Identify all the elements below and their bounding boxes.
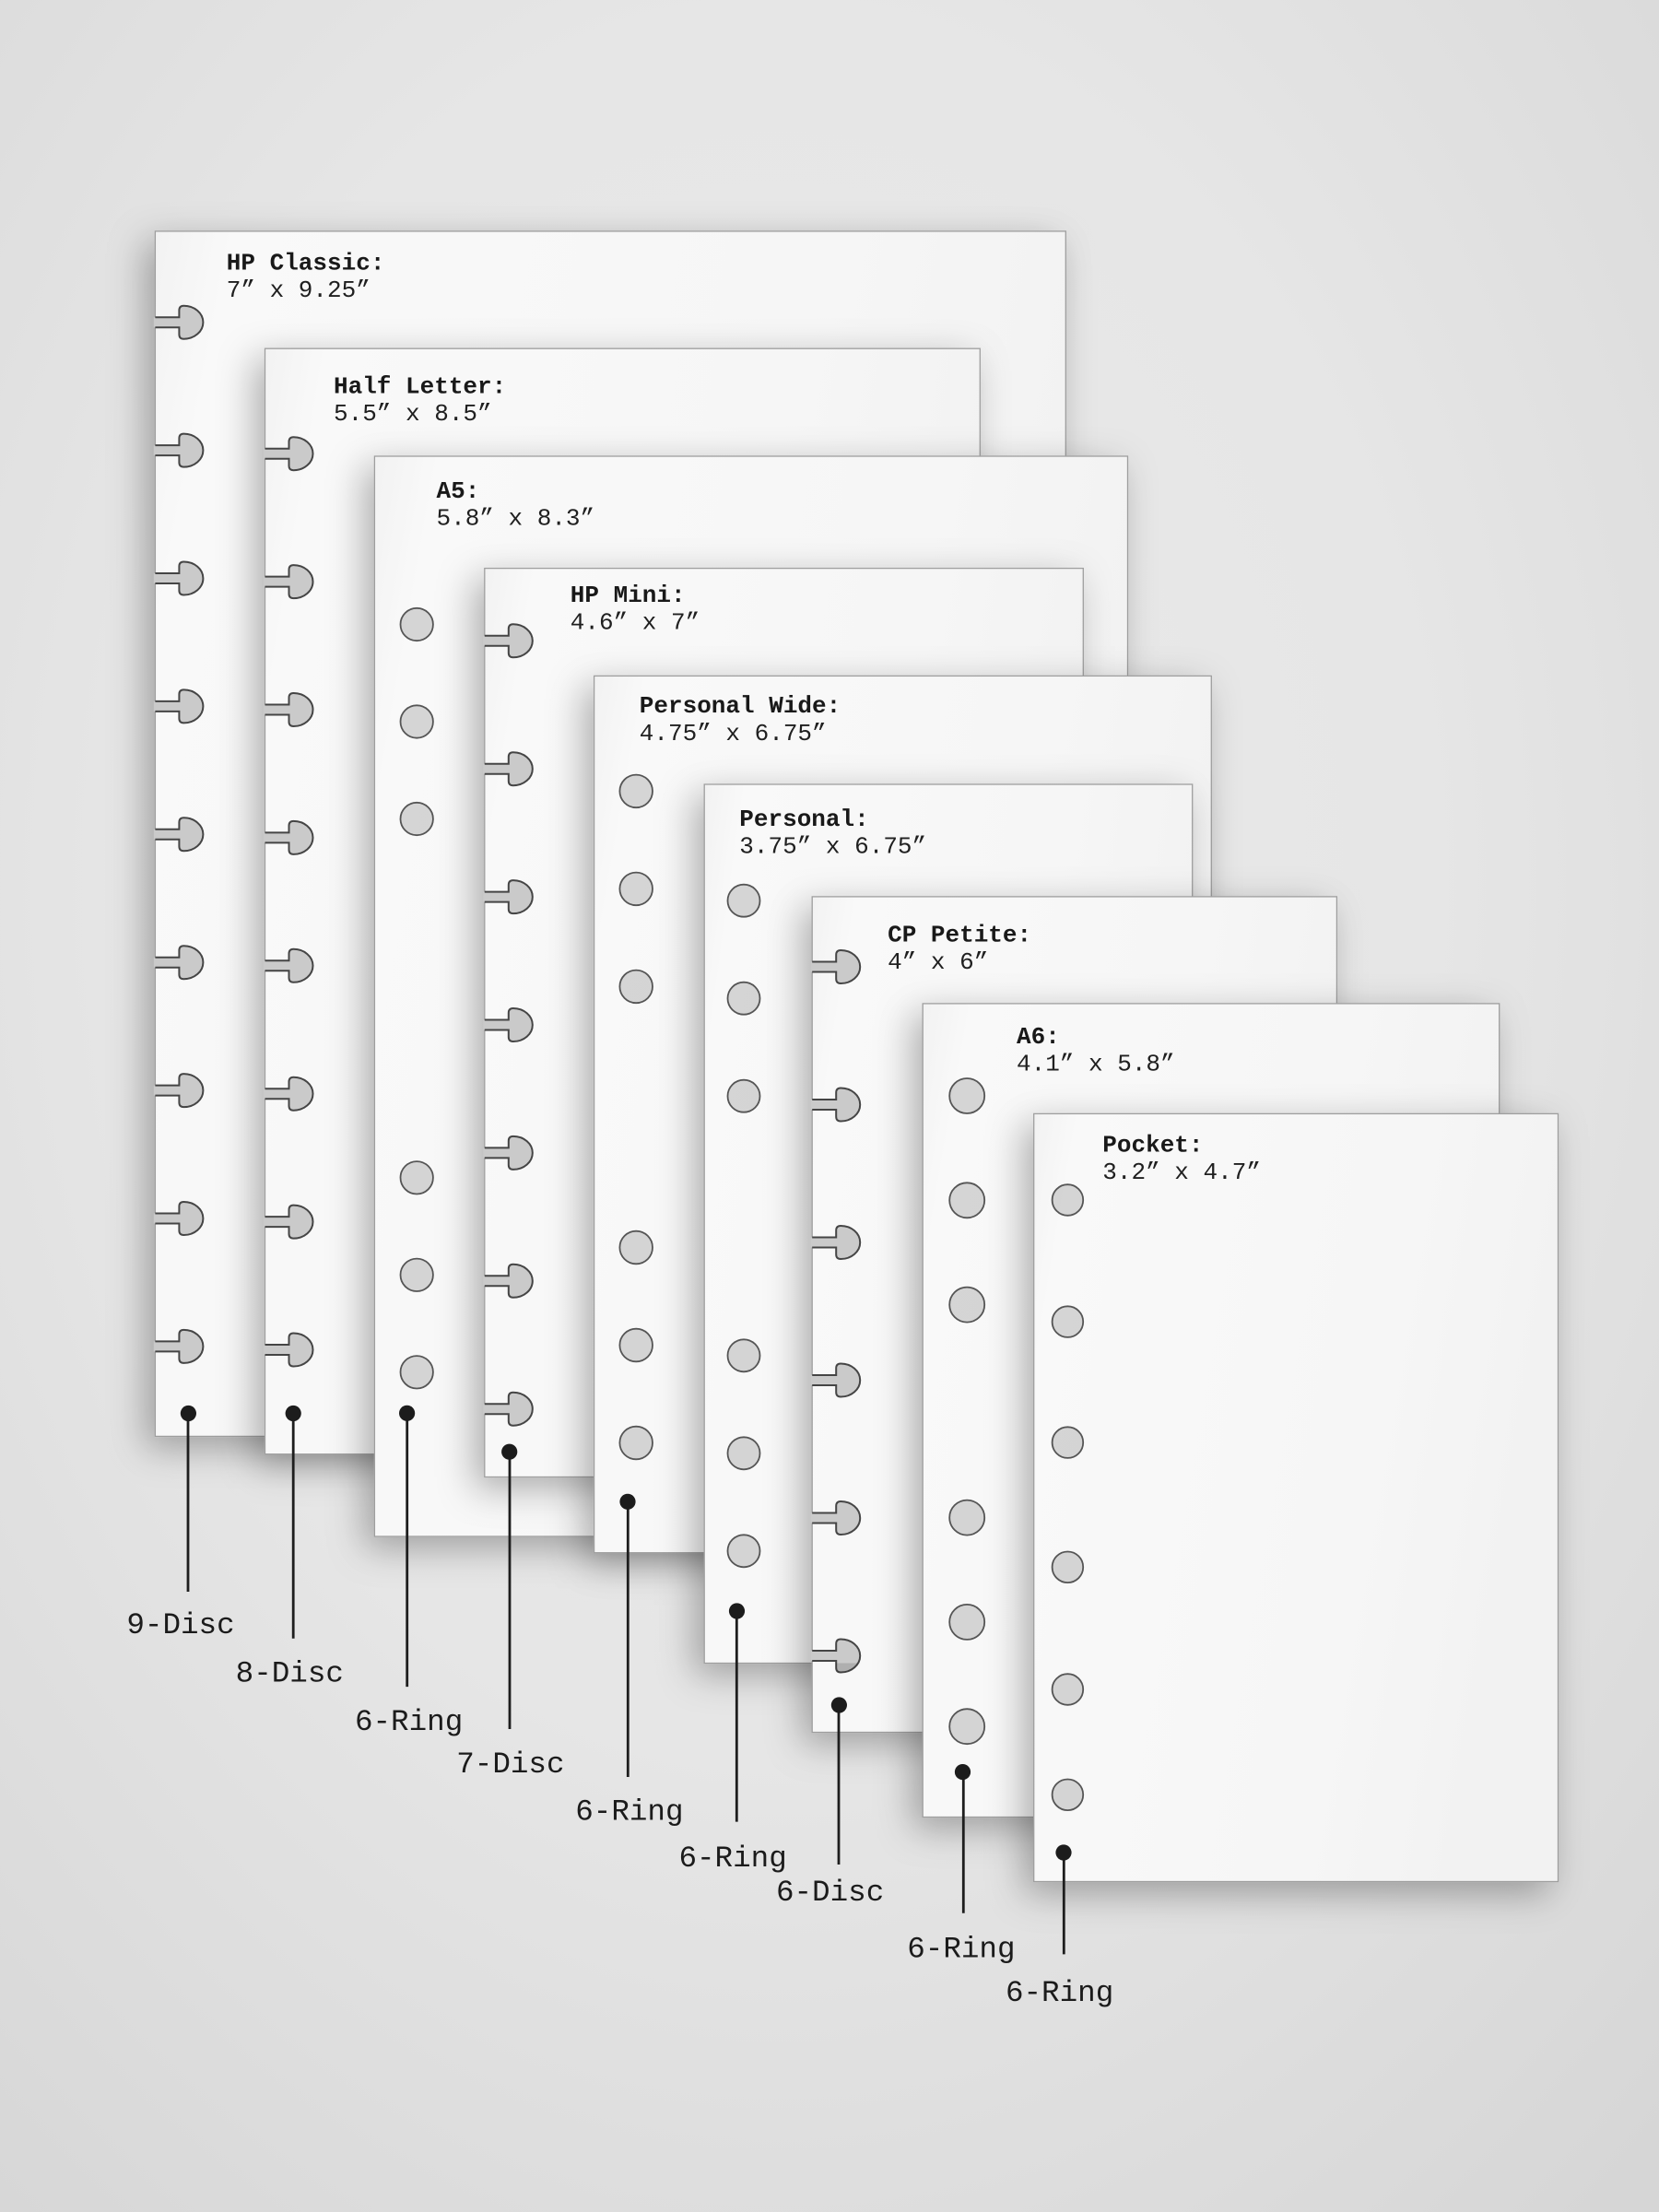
svg-text:6-Ring: 6-Ring	[907, 1933, 1015, 1967]
svg-text:A6:: A6:	[1017, 1023, 1060, 1051]
svg-text:Personal:: Personal:	[739, 806, 868, 833]
svg-text:7” x 9.25”: 7” x 9.25”	[227, 276, 371, 304]
svg-text:8-Disc: 8-Disc	[236, 1657, 344, 1691]
svg-text:3.75” x 6.75”: 3.75” x 6.75”	[739, 833, 926, 861]
svg-text:HP Classic:: HP Classic:	[227, 249, 385, 276]
svg-text:A5:: A5:	[437, 477, 480, 505]
svg-text:Pocket:: Pocket:	[1102, 1131, 1203, 1159]
svg-text:4.6” x 7”: 4.6” x 7”	[571, 609, 700, 637]
svg-text:Half Letter:: Half Letter:	[334, 373, 506, 401]
svg-text:6-Ring: 6-Ring	[355, 1705, 463, 1739]
svg-text:3.2” x 4.7”: 3.2” x 4.7”	[1102, 1159, 1261, 1186]
svg-text:5.5” x 8.5”: 5.5” x 8.5”	[334, 400, 492, 428]
svg-text:5.8” x 8.3”: 5.8” x 8.3”	[437, 505, 595, 533]
svg-text:4” x 6”: 4” x 6”	[888, 948, 988, 976]
svg-text:7-Disc: 7-Disc	[456, 1747, 564, 1782]
svg-text:CP Petite:: CP Petite:	[888, 922, 1031, 949]
svg-text:6-Disc: 6-Disc	[776, 1876, 884, 1910]
svg-text:HP Mini:: HP Mini:	[571, 582, 686, 609]
svg-text:4.75” x 6.75”: 4.75” x 6.75”	[640, 720, 827, 747]
svg-text:6-Ring: 6-Ring	[1006, 1976, 1113, 2010]
svg-text:Personal Wide:: Personal Wide:	[640, 692, 841, 720]
svg-text:9-Disc: 9-Disc	[126, 1608, 234, 1642]
svg-text:6-Ring: 6-Ring	[575, 1795, 683, 1830]
svg-text:4.1” x 5.8”: 4.1” x 5.8”	[1017, 1051, 1175, 1078]
svg-text:6-Ring: 6-Ring	[678, 1841, 786, 1876]
